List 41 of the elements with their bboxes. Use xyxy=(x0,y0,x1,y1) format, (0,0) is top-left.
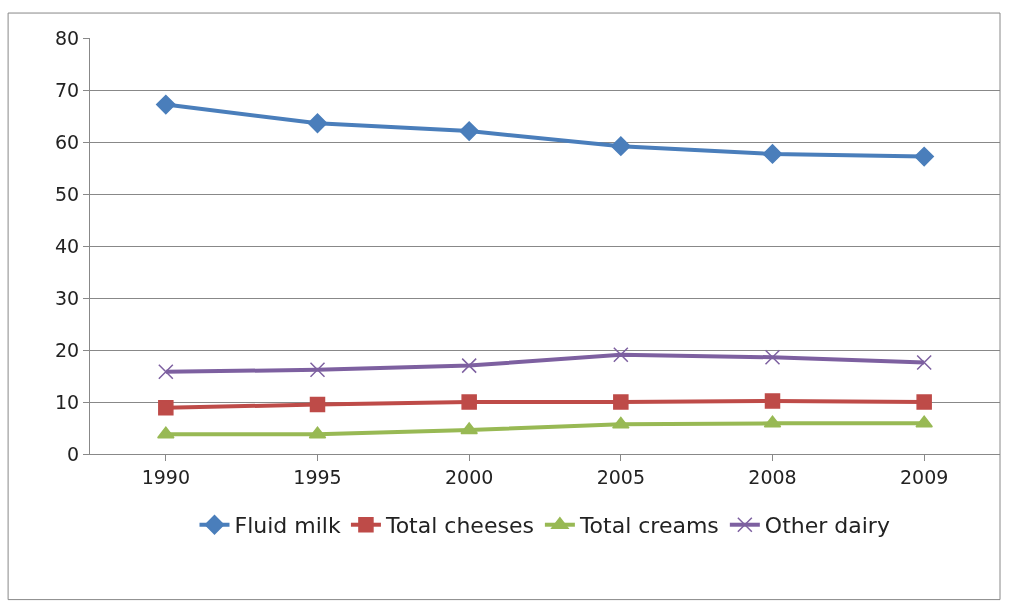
x-tick-label: 2009 xyxy=(899,465,949,488)
x-tick-label: 2000 xyxy=(444,465,494,488)
x-tick-label: 2005 xyxy=(596,465,646,488)
point xyxy=(915,415,933,428)
point xyxy=(309,362,326,378)
point xyxy=(613,346,629,363)
x-tick-label: 1995 xyxy=(293,465,342,488)
legend-label: Fluid milk xyxy=(234,513,341,539)
point xyxy=(155,94,176,115)
legend-label: Total cheeses xyxy=(384,513,534,539)
y-tick-label: 80 xyxy=(55,26,80,49)
point xyxy=(459,121,480,141)
y-tick-label: 10 xyxy=(55,390,80,413)
y-tick-label: 0 xyxy=(67,442,80,465)
point xyxy=(461,357,477,374)
point xyxy=(307,113,328,134)
y-tick-label: 50 xyxy=(55,182,80,205)
point xyxy=(158,399,174,416)
point xyxy=(613,394,629,410)
point xyxy=(764,393,781,409)
y-tick-label: 60 xyxy=(55,130,80,153)
point xyxy=(916,394,932,410)
y-tick-label: 70 xyxy=(55,78,80,101)
y-tick-label: 20 xyxy=(55,338,80,361)
point xyxy=(157,426,175,439)
legend-label: Other dairy xyxy=(764,513,890,539)
point xyxy=(914,146,935,167)
point xyxy=(309,396,326,413)
legend-label: Total creams xyxy=(578,513,719,539)
point xyxy=(764,349,781,366)
point xyxy=(461,394,477,410)
x-tick-label: 1990 xyxy=(141,465,191,488)
point xyxy=(158,364,174,380)
x-tick-label: 2008 xyxy=(748,465,797,488)
point xyxy=(916,354,932,371)
point xyxy=(762,144,783,164)
y-tick-label: 30 xyxy=(55,286,80,309)
point xyxy=(612,416,630,429)
y-tick-label: 40 xyxy=(55,234,80,257)
point xyxy=(460,422,478,435)
point xyxy=(610,136,631,157)
